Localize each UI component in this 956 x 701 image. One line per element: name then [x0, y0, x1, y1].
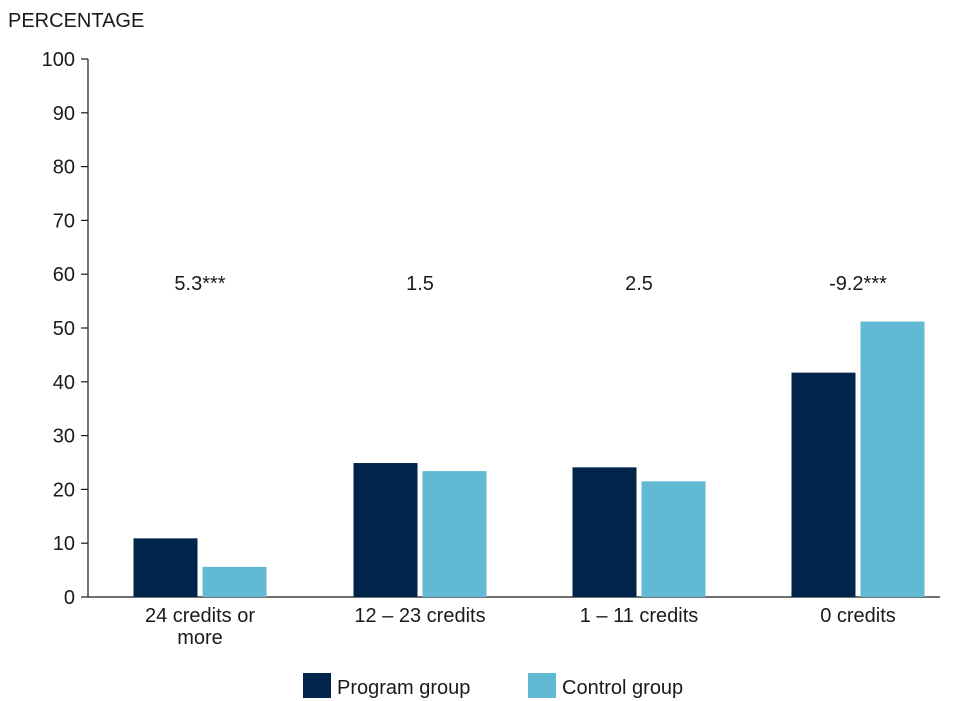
- x-tick-label: 12 – 23 credits: [354, 605, 485, 627]
- bar-control-group: [860, 321, 925, 597]
- bar-program-group: [353, 463, 418, 597]
- bar-control-group: [202, 566, 267, 597]
- y-tick-label: 90: [53, 103, 75, 125]
- x-tick-label: 1 – 11 credits: [580, 605, 699, 627]
- y-tick-label: 0: [64, 587, 75, 609]
- impact-annotation: 5.3***: [174, 273, 225, 295]
- y-tick-label: 40: [53, 372, 75, 394]
- y-tick-label: 100: [42, 49, 75, 71]
- x-tick-label: 0 credits: [820, 605, 896, 627]
- impact-annotation: -9.2***: [829, 273, 887, 295]
- bar-control-group: [641, 481, 706, 597]
- x-tick-label: more: [177, 627, 223, 649]
- y-tick-label: 50: [53, 318, 75, 340]
- y-tick-label: 10: [53, 533, 75, 555]
- legend-swatch: [528, 673, 556, 698]
- y-tick-label: 80: [53, 157, 75, 179]
- bars: [133, 321, 925, 597]
- y-tick-label: 70: [53, 210, 75, 232]
- x-tick-label: 24 credits or: [145, 605, 255, 627]
- annotations: 5.3*** 1.5 2.5 -9.2***: [174, 273, 887, 295]
- bar-program-group: [572, 467, 637, 597]
- legend: Program group Control group: [303, 673, 683, 699]
- bar-control-group: [422, 471, 487, 597]
- y-tick-label: 20: [53, 479, 75, 501]
- y-axis-title: PERCENTAGE: [8, 10, 144, 32]
- impact-annotation: 2.5: [625, 273, 653, 295]
- bar-program-group: [791, 372, 856, 597]
- legend-swatch: [303, 673, 331, 698]
- y-tick-label: 60: [53, 264, 75, 286]
- legend-label: Control group: [562, 677, 683, 699]
- legend-label: Program group: [337, 677, 470, 699]
- bar-program-group: [133, 538, 198, 597]
- y-axis: 0 10 20 30 40 50 60 70 80 90 100: [42, 49, 940, 609]
- impact-annotation: 1.5: [406, 273, 434, 295]
- y-tick-label: 30: [53, 426, 75, 448]
